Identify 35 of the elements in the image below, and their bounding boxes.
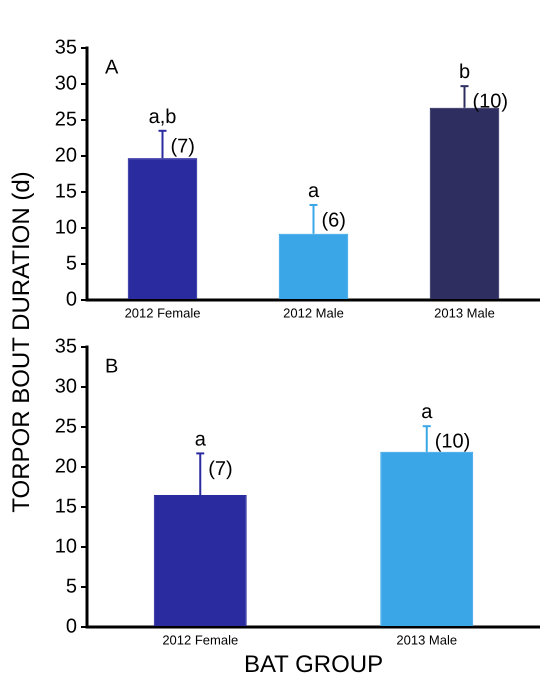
y-tick-label: 0 — [66, 288, 77, 311]
y-tick-label: 30 — [54, 72, 77, 95]
x-tick-label: 2013 Male — [434, 305, 495, 320]
y-tick-label: 20 — [54, 456, 77, 478]
y-tick-label: 15 — [54, 180, 77, 203]
x-axis-title: BAT GROUP — [244, 651, 384, 678]
annotation: (7) — [208, 458, 233, 480]
annotation: a — [194, 428, 207, 450]
x-tick-label: 2013 Male — [396, 632, 458, 648]
x-tick-label: 2012 Male — [283, 305, 344, 320]
annotation: (10) — [434, 430, 470, 453]
annotation: a,b — [148, 106, 176, 128]
annotation: (7) — [170, 135, 195, 158]
annotation: (6) — [322, 209, 346, 232]
annotation: b — [458, 61, 470, 84]
chart-title: B — [105, 356, 118, 378]
y-tick-label: 35 — [54, 36, 77, 59]
y-tick-label: 10 — [54, 216, 77, 239]
y-tick-label: 5 — [66, 576, 77, 598]
y-tick-label: 10 — [54, 536, 77, 558]
y-tick-label: 25 — [54, 108, 77, 131]
x-tick-label: 2012 Female — [162, 632, 238, 648]
y-tick-label: 15 — [54, 496, 77, 518]
y-tick-label: 30 — [54, 376, 77, 398]
annotation: (10) — [472, 90, 508, 113]
y-tick-label: 0 — [66, 616, 77, 638]
y-tick-label: 35 — [54, 336, 77, 358]
y-tick-label: 20 — [54, 144, 77, 167]
chart-title: A — [105, 56, 119, 79]
y-axis-title: TORPOR BOUT DURATION (d) — [8, 171, 36, 513]
x-tick-label: 2012 Female — [124, 305, 200, 320]
y-tick-label: 5 — [66, 252, 77, 275]
annotation: a — [308, 180, 320, 202]
annotation: a — [421, 401, 434, 424]
y-tick-label: 25 — [54, 416, 77, 438]
